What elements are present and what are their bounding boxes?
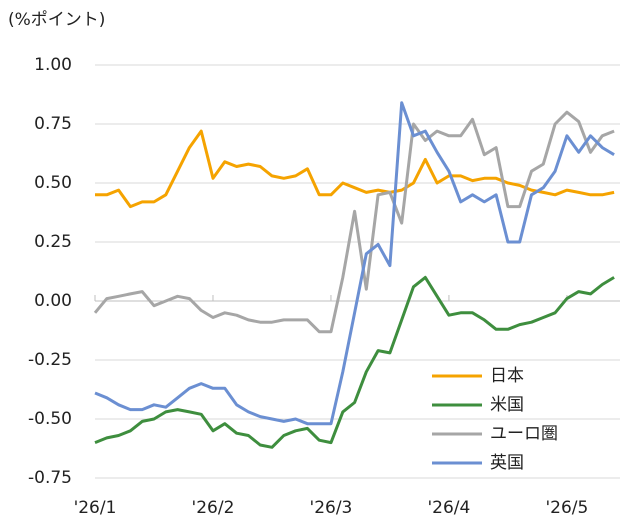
y-axis-label: (%ポイント) <box>8 10 105 30</box>
y-tick-label: 0.25 <box>34 232 72 252</box>
legend-label: ユーロ圏 <box>490 424 558 444</box>
series-line <box>95 129 615 209</box>
series-line <box>94 275 615 449</box>
x-tick-label: '26/4 <box>428 498 471 518</box>
y-tick-label: 1.00 <box>34 55 72 75</box>
legend-label: 英国 <box>490 453 524 473</box>
y-tick-label: -0.75 <box>28 468 72 488</box>
x-tick-label: '26/2 <box>192 498 235 518</box>
y-tick-label: 0.75 <box>34 114 72 134</box>
x-tick-label: '26/3 <box>310 498 353 518</box>
x-tick-label: '26/1 <box>74 498 117 518</box>
legend-label: 米国 <box>490 395 524 415</box>
y-tick-label: 0.00 <box>34 291 72 311</box>
legend-label: 日本 <box>490 366 524 386</box>
y-tick-label: 0.50 <box>34 173 72 193</box>
y-tick-label: -0.50 <box>28 409 72 429</box>
series-line <box>93 110 615 334</box>
x-tick-label: '26/5 <box>545 498 588 518</box>
y-tick-label: -0.25 <box>28 350 72 370</box>
series-line <box>94 101 615 426</box>
